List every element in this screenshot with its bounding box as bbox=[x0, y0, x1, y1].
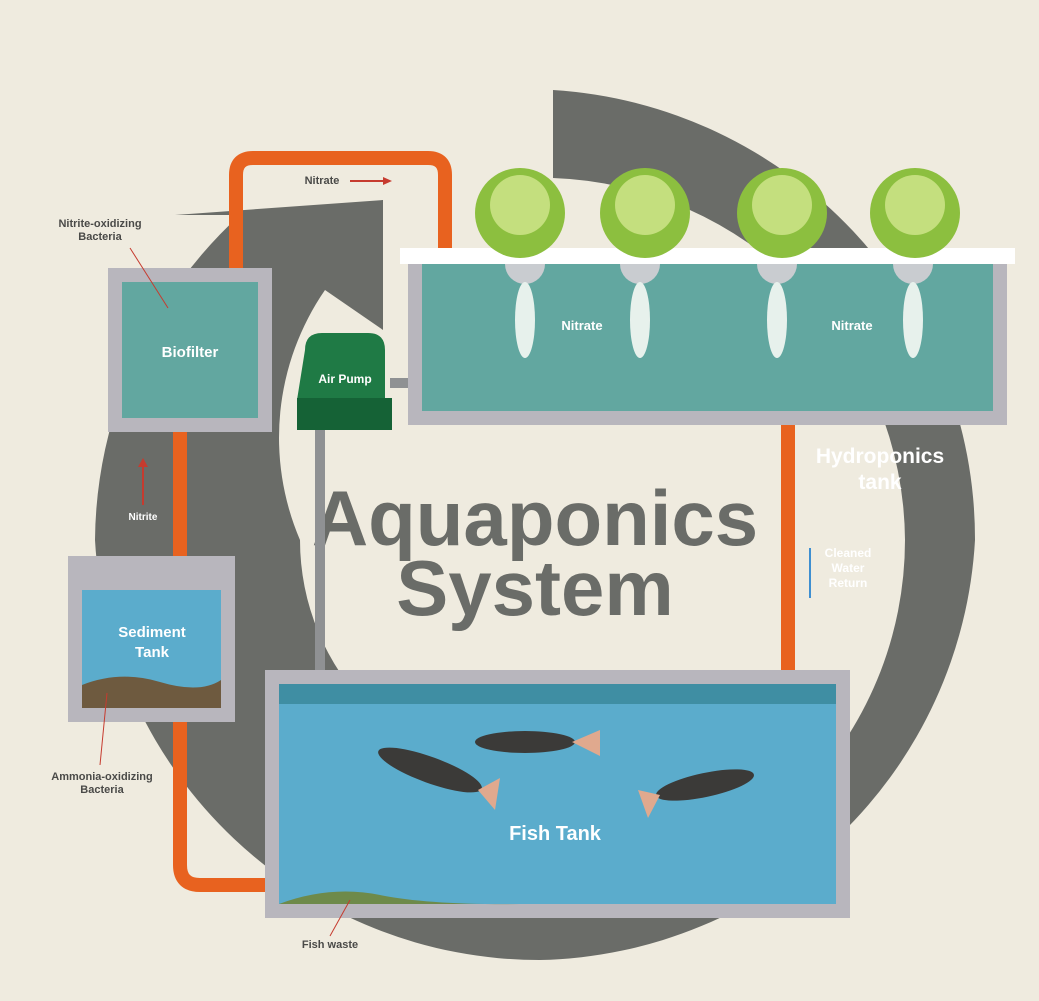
water-surface bbox=[279, 684, 836, 704]
label-line: Cleaned bbox=[825, 546, 872, 560]
raft bbox=[400, 248, 1015, 264]
arrow-head bbox=[383, 177, 392, 185]
biofilter-label: Biofilter bbox=[162, 344, 219, 361]
title: Aquaponics System bbox=[312, 474, 758, 632]
label-line: Water bbox=[832, 561, 865, 575]
title-line: Aquaponics bbox=[312, 474, 758, 562]
nitrite-bacteria-label: Nitrite-oxidizing Bacteria bbox=[58, 218, 141, 243]
title-line: System bbox=[396, 544, 674, 632]
sediment-label: Sediment Tank bbox=[118, 624, 186, 661]
fish-tank-label: Fish Tank bbox=[509, 823, 602, 845]
waste-pipe bbox=[173, 720, 275, 892]
pointer bbox=[99, 692, 108, 766]
label-line: Bacteria bbox=[80, 784, 124, 796]
nitrate-label: Nitrate bbox=[831, 318, 872, 333]
roots bbox=[505, 264, 933, 358]
pointer bbox=[129, 247, 169, 309]
fish-waste bbox=[279, 891, 520, 905]
label-line: tank bbox=[858, 471, 902, 494]
label-line: Return bbox=[829, 576, 868, 590]
nitrate-pipe bbox=[229, 151, 452, 305]
air-pump bbox=[297, 333, 385, 400]
fish-waste-label: Fish waste bbox=[302, 939, 358, 951]
sediment bbox=[82, 676, 221, 708]
pointer bbox=[329, 899, 351, 937]
label-line: Sediment bbox=[118, 624, 186, 641]
hydroponics-label: Hydroponics tank bbox=[816, 445, 944, 494]
air-pump-label: Air Pump bbox=[318, 372, 371, 386]
nitrate-label: Nitrate bbox=[561, 318, 602, 333]
label-line: Tank bbox=[135, 644, 170, 661]
label-line: Nitrite-oxidizing bbox=[58, 218, 141, 230]
fish bbox=[378, 730, 754, 818]
nitrite-label: Nitrite bbox=[129, 512, 158, 523]
fish-tank-water bbox=[279, 684, 836, 904]
plants bbox=[475, 168, 960, 258]
ammonia-bacteria-label: Ammonia-oxidizing Bacteria bbox=[51, 771, 152, 796]
cleaned-water-label: Cleaned Water Return bbox=[825, 546, 872, 590]
air-pump-base bbox=[297, 398, 392, 430]
biofilter-water bbox=[122, 282, 258, 418]
label-line: Bacteria bbox=[78, 231, 122, 243]
nitrate-pipe-label: Nitrate bbox=[305, 175, 340, 187]
arrow-head bbox=[138, 458, 148, 467]
label-line: Hydroponics bbox=[816, 445, 944, 468]
label-line: Ammonia-oxidizing bbox=[51, 771, 152, 783]
